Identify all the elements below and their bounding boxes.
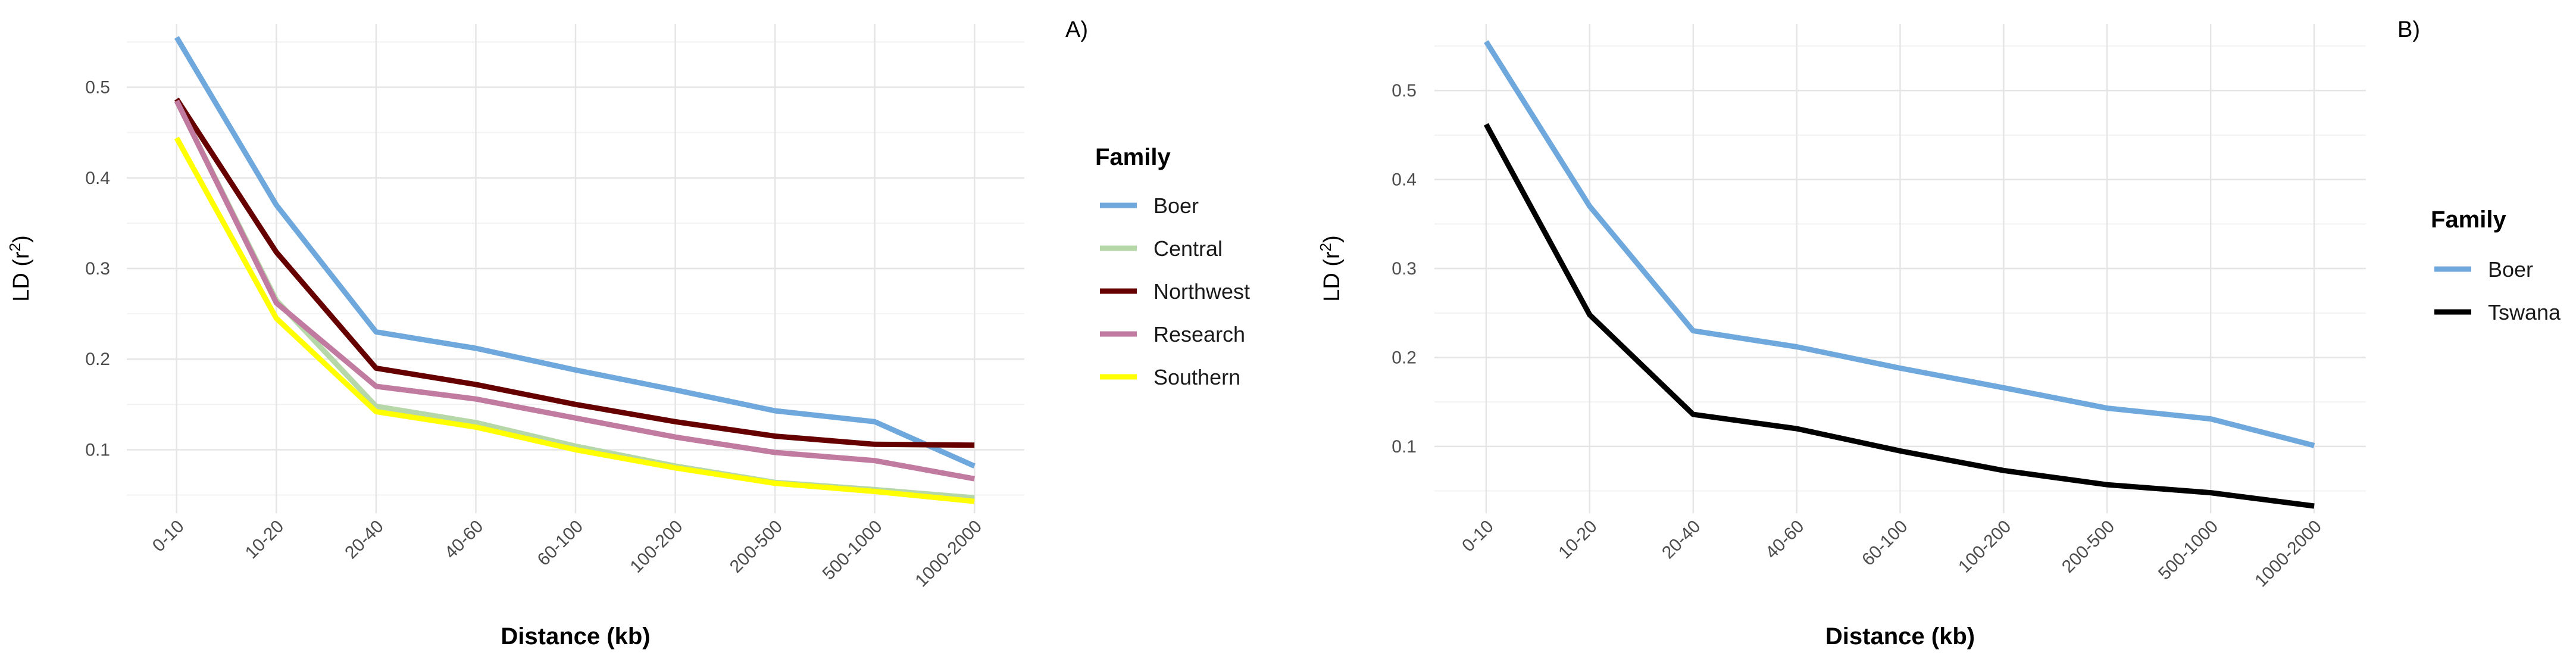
y-tick-label: 0.5 <box>1392 81 1417 101</box>
legend-label-central: Central <box>1153 236 1223 261</box>
x-tick-label: 1000-2000 <box>911 517 986 591</box>
series-line-boer <box>1484 40 2315 448</box>
panel-a-chart: 0.1 0.2 0.3 0.4 0.5 0-10 10-20 20-40 40-60 60-100… <box>6 17 1250 650</box>
series-line-boer <box>174 36 976 469</box>
y-axis-title: LD (r2) <box>1317 235 1345 302</box>
x-tick-label: 60-100 <box>1858 517 1911 570</box>
y-axis-title: LD (r2) <box>6 235 34 302</box>
y-tick-label: 0.1 <box>1392 437 1417 457</box>
y-tick-label: 0.5 <box>85 78 110 98</box>
y-tick-label: 0.4 <box>1392 170 1417 190</box>
series-lines <box>1483 40 2315 509</box>
series-line-tswana <box>1483 123 2315 509</box>
x-tick-label: 200-500 <box>726 517 786 577</box>
x-tick-label: 60-100 <box>534 517 587 570</box>
y-tick-label: 0.4 <box>85 168 110 188</box>
legend-title: Family <box>1095 144 1171 170</box>
y-tick-label: 0.2 <box>85 349 110 369</box>
panel-label: A) <box>1065 17 1088 42</box>
y-tick-labels: 0.1 0.2 0.3 0.4 0.5 <box>1392 81 1417 457</box>
legend: Family Boer Tswana <box>2431 207 2561 324</box>
x-tick-label: 0-10 <box>149 517 188 556</box>
x-axis-title: Distance (kb) <box>1825 623 1975 650</box>
x-tick-label: 40-60 <box>1762 517 1808 563</box>
x-tick-label: 500-1000 <box>2155 517 2222 584</box>
y-tick-label: 0.3 <box>85 259 110 279</box>
x-tick-label: 20-40 <box>341 517 387 563</box>
x-tick-label: 20-40 <box>1658 517 1705 563</box>
series-line-research <box>174 99 976 482</box>
legend-label-boer: Boer <box>2488 257 2533 282</box>
grid <box>1434 24 2366 513</box>
y-tick-label: 0.2 <box>1392 348 1417 367</box>
legend: Family Boer Central Northwest Research Southe… <box>1095 144 1250 389</box>
x-tick-label: 500-1000 <box>819 517 886 584</box>
x-tick-label: 200-500 <box>2058 517 2118 577</box>
panel-b-chart: 0.1 0.2 0.3 0.4 0.5 0-10 10-20 20-40 40-60 60-100… <box>1317 17 2561 650</box>
y-tick-label: 0.1 <box>85 440 110 460</box>
series-line-northwest <box>174 97 975 448</box>
y-tick-labels: 0.1 0.2 0.3 0.4 0.5 <box>85 78 110 460</box>
x-tick-label: 10-20 <box>1555 517 1601 563</box>
x-tick-label: 100-200 <box>626 517 686 577</box>
x-tick-labels: 0-10 10-20 20-40 40-60 60-100 100-200 200-500 5… <box>1458 517 2325 591</box>
legend-label-northwest: Northwest <box>1153 279 1250 304</box>
legend-label-tswana: Tswana <box>2488 300 2561 324</box>
series-line-southern <box>174 136 975 504</box>
x-tick-labels: 0-10 10-20 20-40 40-60 60-100 100-200 200-500 5… <box>149 517 986 591</box>
x-tick-label: 40-60 <box>441 517 487 563</box>
x-axis-title: Distance (kb) <box>501 623 650 650</box>
y-tick-label: 0.3 <box>1392 259 1417 279</box>
x-tick-label: 0-10 <box>1458 517 1498 556</box>
x-tick-label: 1000-2000 <box>2251 517 2325 591</box>
x-tick-label: 100-200 <box>1955 517 2015 577</box>
panel-label: B) <box>2397 17 2420 42</box>
x-tick-label: 10-20 <box>242 517 288 563</box>
legend-label-research: Research <box>1153 322 1245 346</box>
legend-label-boer: Boer <box>1153 193 1199 218</box>
legend-title: Family <box>2431 207 2506 233</box>
series-lines <box>174 36 976 504</box>
legend-label-southern: Southern <box>1153 365 1240 389</box>
